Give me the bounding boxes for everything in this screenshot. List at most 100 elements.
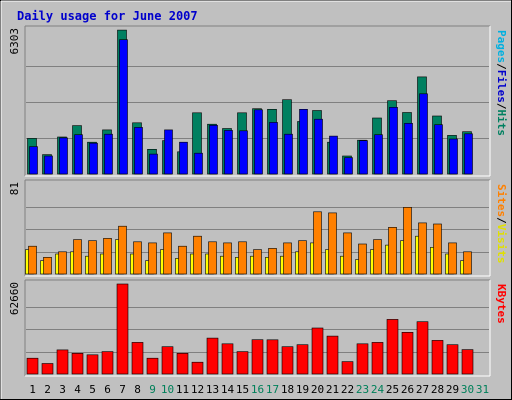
legend-item: / bbox=[495, 103, 508, 110]
bar-sites-day-25 bbox=[388, 227, 397, 275]
bar-sites-day-14 bbox=[223, 242, 232, 275]
bar-files-day-11 bbox=[179, 141, 188, 175]
bar-kbytes-day-4 bbox=[71, 352, 84, 375]
x-tick-label: 22 bbox=[341, 383, 354, 396]
x-tick-label: 31 bbox=[476, 383, 489, 396]
bar-sites-day-28 bbox=[433, 223, 442, 275]
x-tick-label: 18 bbox=[281, 383, 294, 396]
bar-kbytes-day-13 bbox=[206, 337, 219, 375]
bar-files-day-1 bbox=[29, 146, 38, 175]
bar-files-day-30 bbox=[464, 133, 473, 175]
y-max-label: 62660 bbox=[8, 282, 21, 315]
bar-files-day-8 bbox=[134, 127, 143, 175]
bar-files-day-21 bbox=[329, 135, 338, 175]
bar-sites-day-17 bbox=[268, 248, 277, 275]
legend-label: KBytes bbox=[495, 284, 508, 324]
bar-files-day-28 bbox=[434, 124, 443, 175]
bar-kbytes-day-5 bbox=[86, 354, 99, 375]
bar-kbytes-day-24 bbox=[371, 342, 384, 375]
x-tick-label: 1 bbox=[29, 383, 36, 396]
bar-files-day-14 bbox=[224, 130, 233, 175]
bar-kbytes-day-25 bbox=[386, 319, 399, 375]
bars-kbytes bbox=[26, 283, 474, 375]
bar-sites-day-3 bbox=[58, 251, 67, 275]
bar-files-day-7 bbox=[119, 39, 128, 175]
bar-sites-day-11 bbox=[178, 245, 187, 275]
legend-item: Visits bbox=[495, 224, 508, 264]
bar-kbytes-day-17 bbox=[266, 339, 279, 375]
bar-sites-day-5 bbox=[88, 240, 97, 275]
x-tick-label: 24 bbox=[371, 383, 385, 396]
x-tick-label: 4 bbox=[74, 383, 81, 396]
legend-item: Sites bbox=[495, 184, 508, 217]
bar-files-day-16 bbox=[254, 109, 263, 175]
bar-files-day-13 bbox=[209, 125, 218, 175]
bar-sites-day-27 bbox=[418, 222, 427, 275]
bar-kbytes-day-2 bbox=[41, 363, 54, 375]
bar-files-day-12 bbox=[194, 152, 203, 175]
bar-kbytes-day-18 bbox=[281, 346, 294, 375]
bar-files-day-25 bbox=[389, 107, 398, 175]
x-tick-label: 10 bbox=[161, 383, 174, 396]
x-tick-label: 9 bbox=[149, 383, 156, 396]
x-tick-label: 21 bbox=[326, 383, 339, 396]
bar-sites-day-15 bbox=[238, 241, 247, 275]
x-tick-label: 26 bbox=[401, 383, 414, 396]
bar-sites-day-30 bbox=[463, 251, 472, 275]
bar-kbytes-day-12 bbox=[191, 361, 204, 375]
bar-kbytes-day-26 bbox=[401, 331, 414, 375]
x-tick-label: 20 bbox=[311, 383, 324, 396]
x-tick-label: 27 bbox=[416, 383, 429, 396]
bar-sites-day-12 bbox=[193, 235, 202, 275]
bar-files-day-18 bbox=[284, 133, 293, 175]
bar-sites-day-18 bbox=[283, 242, 292, 275]
x-tick-label: 11 bbox=[176, 383, 189, 396]
bar-sites-day-2 bbox=[43, 256, 52, 275]
bar-sites-day-7 bbox=[118, 225, 127, 275]
bar-kbytes-day-27 bbox=[416, 321, 429, 375]
panel-visits-sites: 81 Sites/Visits bbox=[8, 179, 508, 277]
bar-files-day-6 bbox=[104, 133, 113, 175]
x-tick-label: 29 bbox=[446, 383, 459, 396]
bar-sites-day-21 bbox=[328, 212, 337, 275]
bar-kbytes-day-7 bbox=[116, 283, 129, 375]
x-tick-label: 19 bbox=[296, 383, 309, 396]
bar-sites-day-22 bbox=[343, 232, 352, 275]
bar-kbytes-day-20 bbox=[311, 327, 324, 375]
x-tick-label: 17 bbox=[266, 383, 279, 396]
bars-visits-sites bbox=[25, 207, 472, 275]
x-tick-label: 14 bbox=[221, 383, 235, 396]
bar-kbytes-day-28 bbox=[431, 340, 444, 375]
x-tick-label: 23 bbox=[356, 383, 369, 396]
bar-kbytes-day-21 bbox=[326, 335, 339, 375]
bar-sites-day-4 bbox=[73, 239, 82, 275]
bar-kbytes-day-14 bbox=[221, 343, 234, 375]
bar-files-day-19 bbox=[299, 109, 308, 175]
bar-files-day-26 bbox=[404, 123, 413, 175]
bar-files-day-20 bbox=[314, 118, 323, 175]
x-tick-label: 30 bbox=[461, 383, 474, 396]
bar-kbytes-day-30 bbox=[461, 349, 474, 375]
bar-sites-day-19 bbox=[298, 240, 307, 275]
legend-item: / bbox=[495, 217, 508, 224]
legend-item: Pages bbox=[495, 30, 508, 63]
x-tick-label: 25 bbox=[386, 383, 399, 396]
bar-files-day-2 bbox=[44, 155, 53, 175]
bar-kbytes-day-1 bbox=[26, 357, 39, 375]
x-tick-label: 28 bbox=[431, 383, 444, 396]
bar-files-day-4 bbox=[74, 134, 83, 175]
y-max-label: 81 bbox=[8, 182, 21, 195]
panel-kbytes: 62660 KBytes bbox=[8, 279, 508, 377]
bar-files-day-10 bbox=[164, 129, 173, 175]
bar-sites-day-20 bbox=[313, 211, 322, 275]
bar-files-day-29 bbox=[449, 138, 458, 175]
bar-kbytes-day-23 bbox=[356, 343, 369, 375]
legend-item: / bbox=[495, 63, 508, 70]
bar-sites-day-24 bbox=[373, 239, 382, 275]
x-tick-label: 5 bbox=[89, 383, 96, 396]
bar-kbytes-day-22 bbox=[341, 361, 354, 375]
bar-sites-day-13 bbox=[208, 241, 217, 275]
bar-kbytes-day-3 bbox=[56, 349, 69, 375]
